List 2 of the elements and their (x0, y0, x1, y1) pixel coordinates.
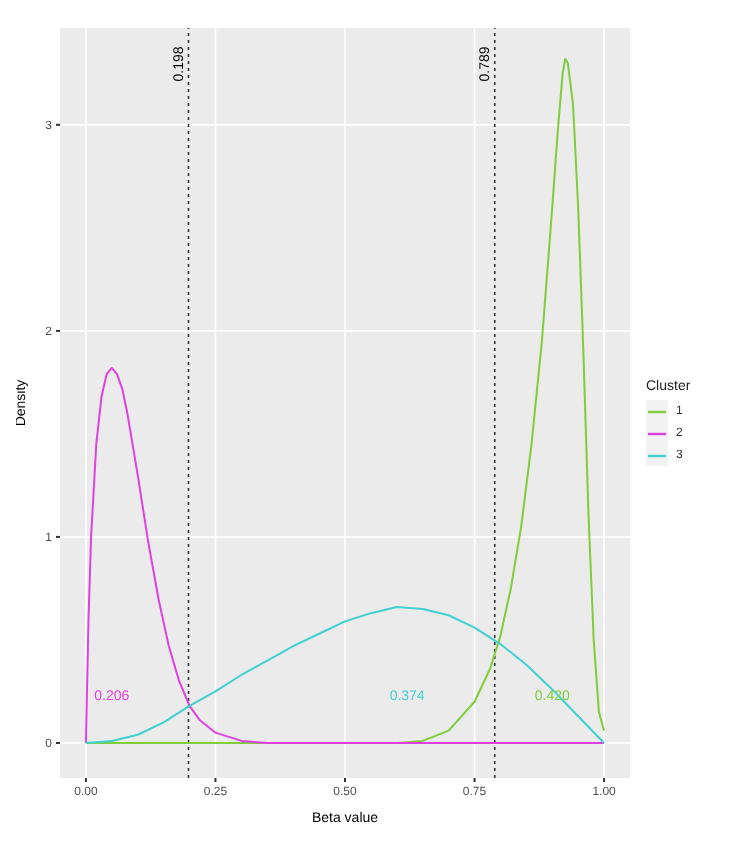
line-series (84, 605, 606, 744)
line-series (84, 366, 606, 744)
